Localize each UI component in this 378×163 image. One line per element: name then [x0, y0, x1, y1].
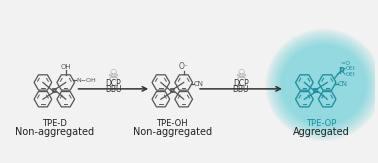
Text: OEt: OEt	[346, 72, 355, 77]
Text: ☠: ☠	[235, 69, 246, 82]
Ellipse shape	[266, 30, 378, 140]
Text: CN: CN	[338, 81, 347, 87]
Ellipse shape	[272, 36, 375, 134]
Ellipse shape	[282, 46, 365, 124]
Text: DCP: DCP	[105, 79, 121, 88]
Text: TPE-OH: TPE-OH	[156, 119, 188, 128]
Text: Non-aggregated: Non-aggregated	[133, 127, 212, 137]
Ellipse shape	[275, 38, 372, 131]
Ellipse shape	[271, 34, 377, 136]
Text: P: P	[338, 67, 344, 76]
Ellipse shape	[279, 43, 368, 127]
Text: TPE-D: TPE-D	[42, 119, 67, 128]
Text: N−OH: N−OH	[76, 78, 96, 83]
Ellipse shape	[269, 33, 378, 137]
Ellipse shape	[276, 40, 371, 130]
Ellipse shape	[274, 37, 374, 133]
Text: Aggregated: Aggregated	[293, 127, 350, 137]
Text: DCP: DCP	[233, 79, 249, 88]
Ellipse shape	[278, 41, 369, 128]
Text: O⁻: O⁻	[179, 62, 189, 71]
Text: OEt: OEt	[346, 66, 355, 71]
Text: =O: =O	[341, 61, 351, 66]
Text: OH: OH	[60, 64, 71, 70]
Text: CN: CN	[194, 81, 204, 87]
Text: DBU: DBU	[105, 85, 122, 94]
Ellipse shape	[268, 31, 378, 139]
Text: Non-aggregated: Non-aggregated	[15, 127, 94, 137]
Ellipse shape	[281, 44, 366, 126]
Text: DBU: DBU	[233, 85, 249, 94]
Text: TPE-OP: TPE-OP	[307, 119, 337, 128]
Text: ☠: ☠	[108, 69, 119, 82]
